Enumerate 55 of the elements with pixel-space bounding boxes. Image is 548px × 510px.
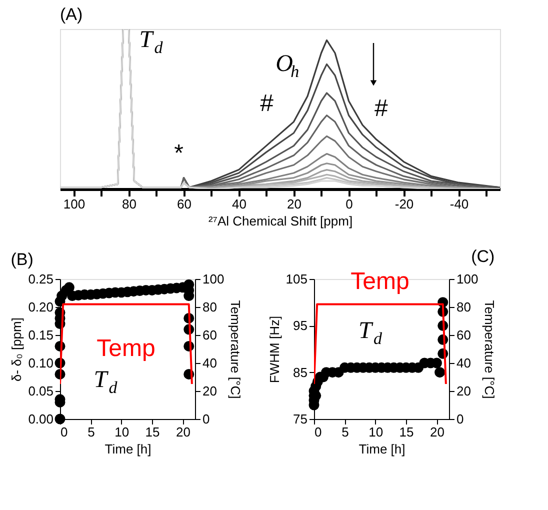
y-tick-label: 0.20 [28, 300, 54, 314]
y-tick-label: 105 [286, 272, 308, 286]
y-tick-label: 95 [293, 318, 308, 334]
x-tick-label: 0 [60, 424, 68, 440]
y2-tick-label: 60 [202, 328, 217, 342]
x-tick-label: 60 [177, 196, 192, 212]
x-axis-title: Time [h] [358, 442, 406, 456]
x-tick-label: 15 [145, 424, 160, 440]
y-tick-label: 0.05 [28, 384, 54, 398]
x-tick-label: 40 [232, 196, 246, 212]
x-tick-label: 0 [314, 424, 322, 440]
annotation: * [174, 140, 184, 167]
x-axis-title: Time [h] [104, 442, 152, 456]
y2-tick-label: 20 [456, 384, 471, 398]
y2-tick-label: 80 [456, 300, 471, 314]
y2-tick-label: 0 [456, 412, 464, 426]
y2-axis-title: Temperature [°C] [482, 300, 498, 399]
series-label: Temp [96, 335, 156, 362]
x-tick-label: 10 [114, 424, 130, 440]
x-tick-label: 20 [430, 424, 444, 440]
y2-tick-label: 100 [202, 272, 224, 286]
y2-tick-label: 40 [202, 356, 217, 370]
y2-tick-label: 80 [202, 300, 217, 314]
y-tick-label: 85 [293, 364, 308, 380]
x-tick-label: 100 [63, 196, 86, 212]
y2-tick-label: 100 [456, 272, 478, 286]
y-tick-label: 0.15 [28, 328, 54, 342]
x-tick-label: 80 [122, 196, 136, 212]
y2-tick-label: 60 [456, 328, 471, 342]
x-tick-label: 15 [399, 424, 414, 440]
annotation: # [260, 90, 274, 118]
y-axis-title: δ- δ₀ [ppm] [9, 318, 24, 382]
x-tick-label: 5 [88, 424, 95, 440]
y-tick-label: 75 [293, 412, 308, 426]
x-tick-label: 5 [342, 424, 349, 440]
y-axis-title: FWHM [Hz] [266, 316, 282, 384]
x-tick-label: 20 [287, 196, 302, 212]
x-tick-label: 20 [176, 424, 190, 440]
chart-title: (B) [10, 250, 34, 269]
y2-tick-label: 0 [202, 412, 210, 426]
x-tick-label: -40 [450, 196, 469, 212]
annotation: # [374, 95, 389, 122]
series-label: Temp [350, 268, 410, 296]
chart-title: (C) [471, 247, 495, 266]
y2-tick-label: 40 [456, 356, 471, 370]
x-tick-label: 10 [368, 424, 384, 440]
x-axis-title: ²⁷Al Chemical Shift [ppm] [208, 214, 353, 228]
y-tick-label: 0.25 [28, 272, 54, 286]
x-tick-label: -20 [394, 196, 414, 212]
y-tick-label: 0.00 [28, 412, 54, 426]
chart-title: (A) [60, 5, 83, 24]
y-tick-label: 0.10 [28, 356, 54, 370]
y2-tick-label: 20 [202, 384, 217, 398]
x-tick-label: 0 [346, 196, 353, 212]
y2-axis-title: Temperature [°C] [228, 300, 244, 399]
